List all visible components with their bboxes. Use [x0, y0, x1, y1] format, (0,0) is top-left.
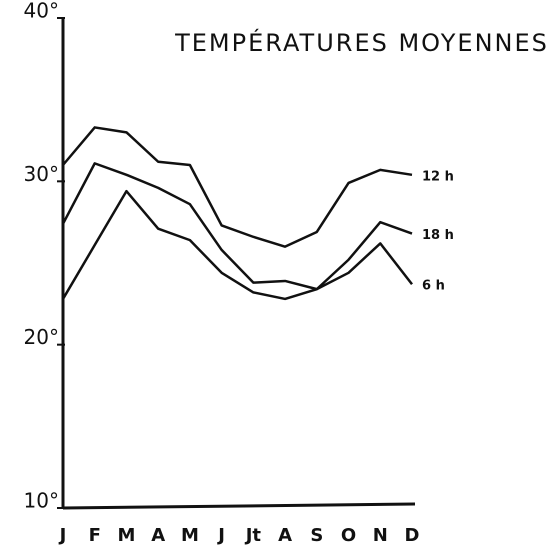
- x-axis: [62, 502, 416, 510]
- chart-title: TEMPÉRATURES MOYENNES: [174, 28, 549, 57]
- x-tick-label: N: [373, 525, 388, 546]
- x-tick-label: F: [89, 525, 101, 546]
- x-tick-label: J: [216, 525, 225, 546]
- x-tick-label: D: [405, 525, 420, 546]
- line-series: [61, 189, 413, 301]
- x-tick-label: O: [341, 525, 356, 546]
- line-series: [62, 126, 413, 248]
- series-label: 6 h: [422, 279, 445, 294]
- x-tick-label: A: [278, 525, 292, 546]
- line-series: [61, 162, 413, 291]
- y-tick-label: 20°: [24, 325, 59, 349]
- y-tick-label: 40°: [24, 0, 59, 23]
- x-tick-label: Jt: [244, 525, 262, 546]
- series-label: 12 h: [422, 169, 454, 184]
- x-tick-label: S: [310, 525, 323, 546]
- y-tick-label: 10°: [24, 489, 59, 513]
- y-tick-label: 30°: [24, 162, 59, 186]
- x-tick-label: J: [58, 525, 67, 546]
- x-tick-label: M: [117, 525, 135, 546]
- x-tick-label: M: [181, 525, 199, 546]
- series-label: 18 h: [422, 228, 454, 243]
- x-tick-label: A: [151, 525, 165, 546]
